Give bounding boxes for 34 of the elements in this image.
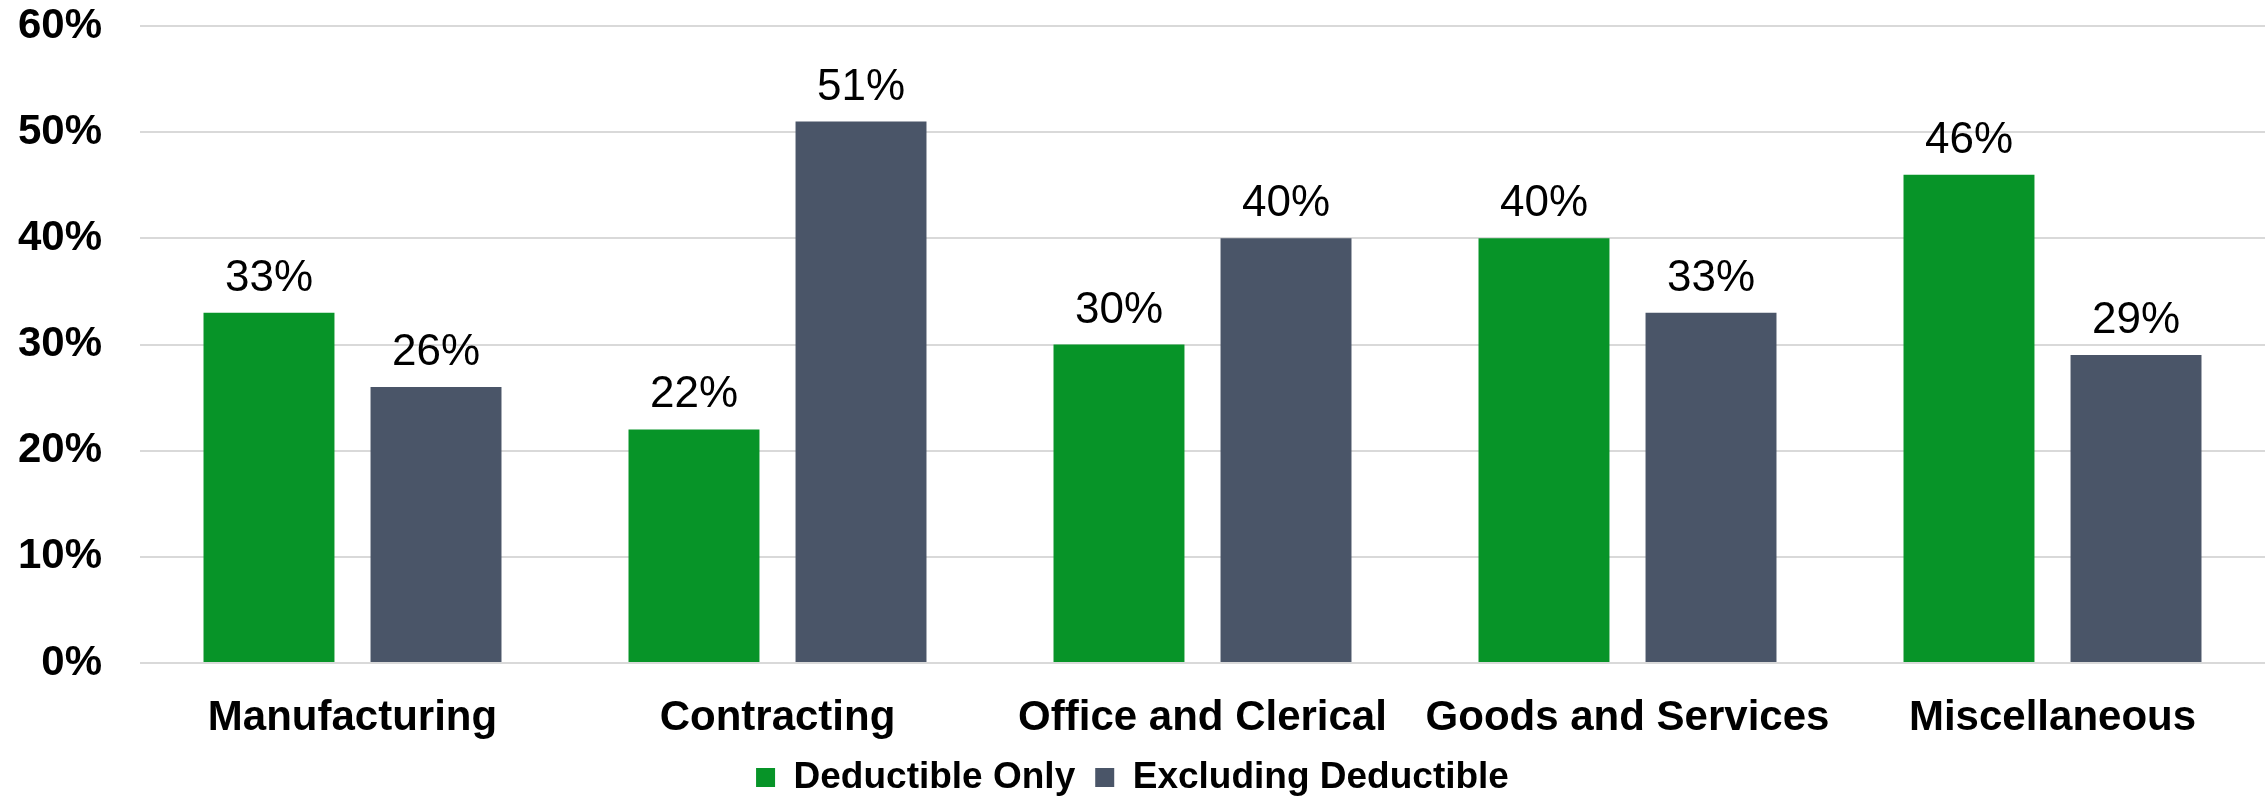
data-label: 26% [391, 324, 481, 374]
y-tick-label: 40% [17, 211, 102, 259]
x-tick-label: Goods and Services [1425, 691, 1830, 739]
y-tick-label: 0% [41, 636, 102, 684]
y-tick-label: 20% [17, 424, 102, 472]
y-tick-label: 50% [17, 105, 102, 153]
x-tick-label: Office and Clerical [1018, 691, 1387, 739]
bar [795, 121, 927, 662]
bar [1053, 344, 1185, 662]
bar [203, 312, 335, 662]
bar [1478, 238, 1610, 662]
y-tick-label: 30% [17, 318, 102, 366]
y-tick-label: 60% [17, 0, 102, 47]
data-label: 46% [1924, 112, 2014, 162]
y-tick-label: 10% [17, 530, 102, 578]
data-label: 29% [2091, 293, 2181, 343]
data-label: 40% [1499, 176, 1589, 226]
data-label: 33% [224, 250, 314, 300]
legend-label: Excluding Deductible [1132, 754, 1509, 796]
data-label: 30% [1074, 282, 1164, 332]
bar [370, 386, 502, 662]
data-label: 33% [1666, 250, 1756, 300]
bar [1645, 312, 1777, 662]
bar [628, 429, 760, 662]
bar [1903, 174, 2035, 662]
x-tick-label: Contracting [659, 691, 896, 739]
data-label: 51% [816, 59, 906, 109]
bar [2070, 355, 2202, 662]
x-tick-label: Manufacturing [207, 691, 498, 739]
data-label: 22% [649, 367, 739, 417]
x-tick-label: Miscellaneous [1908, 691, 2197, 739]
data-label: 40% [1241, 176, 1331, 226]
bar [1220, 238, 1352, 662]
legend-label: Deductible Only [793, 754, 1076, 796]
